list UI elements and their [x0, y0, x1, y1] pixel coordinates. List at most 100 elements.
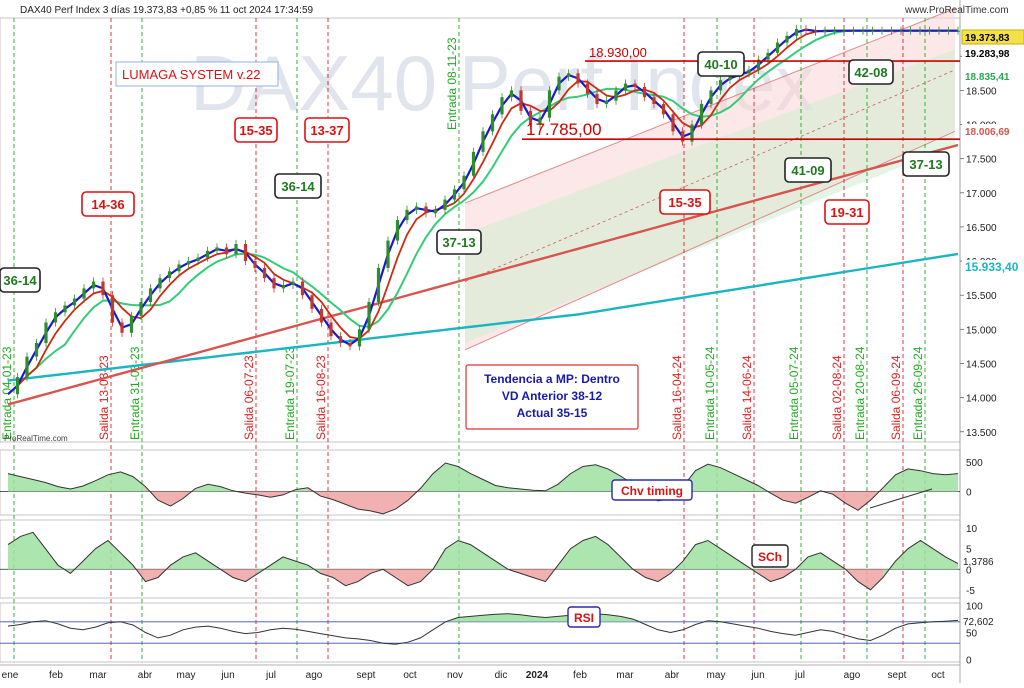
sch-area-segment	[658, 569, 671, 582]
y-tick-label: 15.500	[966, 291, 997, 302]
sch-area-segment	[183, 552, 196, 570]
chv-area-segment	[508, 487, 521, 492]
candle-body	[53, 312, 58, 323]
y-tick-label: 15.000	[966, 325, 997, 336]
chv-area-segment	[170, 491, 183, 507]
sch-area-segment	[520, 569, 533, 578]
candle-body	[224, 247, 229, 255]
chv-area-segment	[783, 491, 796, 504]
sch-area-segment	[295, 561, 308, 570]
x-tick-label: mar	[89, 670, 107, 681]
vline-label: Salida 06-07-23	[242, 355, 256, 440]
sch-area-segment	[758, 569, 771, 582]
chv-area-segment	[345, 491, 358, 510]
rsi-overbought-area	[470, 615, 483, 622]
sch-area-segment	[358, 569, 371, 582]
score-box-text: 41-09	[791, 163, 824, 178]
candle-body	[357, 329, 362, 347]
chv-trend-line	[869, 488, 933, 509]
candle-body	[509, 90, 514, 98]
candle-body	[899, 30, 903, 32]
x-tick-label: mar	[616, 670, 634, 681]
sch-area-segment	[858, 569, 871, 590]
chv-area-segment	[708, 464, 721, 492]
candle-body	[471, 151, 476, 176]
x-tick-label: sept	[357, 670, 376, 681]
candle-body	[329, 322, 333, 337]
sch-area-segment	[945, 556, 958, 570]
sch-tick-label: -5	[966, 586, 975, 597]
candle-body	[842, 30, 846, 32]
candle-body	[386, 240, 390, 268]
sch-area-segment	[483, 552, 496, 570]
candle-body	[158, 278, 162, 289]
sch-area-segment	[270, 556, 283, 570]
candle-body	[585, 83, 590, 94]
candle-body	[177, 264, 181, 272]
candle-body	[310, 295, 314, 309]
chv-area-segment	[433, 463, 446, 492]
vline-label: Entrada 04-01-23	[0, 346, 14, 440]
candle-body	[956, 30, 960, 32]
trend-line-1: Tendencia a MP: Dentro	[484, 372, 620, 386]
candle-body	[414, 206, 419, 210]
chv-area-segment	[320, 491, 333, 500]
candle-body	[851, 30, 856, 32]
y-tick-label: 16.500	[966, 223, 997, 234]
rsi-overbought-area	[508, 613, 521, 622]
y-tick-label: 14.500	[966, 359, 997, 370]
rsi-line	[7, 613, 959, 645]
channel-top-line	[464, 7, 956, 204]
chv-area-segment	[370, 491, 383, 514]
score-box-text: 37-13	[442, 235, 475, 250]
candle-body	[110, 295, 115, 323]
price-badge-label: 15.933,40	[965, 260, 1019, 274]
score-box-red: 15-35	[234, 117, 278, 143]
chv-area-segment	[933, 473, 946, 492]
candle-body	[15, 377, 20, 395]
score-box-frame	[81, 191, 135, 217]
score-box-frame	[304, 117, 350, 143]
sch-area-segment	[595, 536, 608, 570]
chv-area-segment	[895, 468, 908, 492]
sch-area-segment	[583, 536, 596, 570]
candle-body	[25, 356, 29, 378]
x-tick-label: ago	[306, 670, 323, 681]
chv-area-segment	[483, 479, 496, 492]
sch-area-segment	[708, 540, 721, 570]
chv-area-segment	[495, 485, 508, 492]
score-box-frame	[234, 117, 278, 143]
candle-body	[243, 243, 248, 262]
score-box-frame	[0, 267, 41, 293]
candle-body	[557, 76, 561, 91]
price-badge-label: 18.835,41	[965, 72, 1010, 83]
chv-area-segment	[70, 486, 83, 492]
rsi-label: RSI	[567, 606, 601, 628]
lumaga-label: LUMAGA SYSTEM v.22	[115, 61, 279, 87]
candle-body	[281, 284, 286, 289]
candle-body	[500, 97, 504, 115]
sch-area-segment	[920, 540, 933, 570]
sch-area-segment	[245, 569, 258, 582]
ma-green-line	[7, 29, 958, 395]
sch-area-segment	[933, 548, 946, 570]
sch-area-segment	[83, 548, 96, 570]
x-tick-label: may	[707, 670, 726, 681]
score-box-frame	[274, 173, 322, 199]
sch-area-segment	[733, 556, 746, 570]
channel-mid-line	[464, 69, 956, 282]
price-badge-label: 19.283,98	[965, 49, 1010, 60]
chv-area-segment	[883, 474, 896, 492]
candle-body	[566, 73, 571, 77]
score-box-frame	[784, 157, 832, 183]
chv-area-segment	[695, 464, 708, 492]
candle-body	[756, 59, 761, 70]
score-box-text: 13-37	[310, 123, 343, 138]
chv-line	[7, 462, 959, 515]
candle-body	[253, 261, 257, 268]
rsi-overbought-area	[620, 616, 633, 622]
candle-body	[490, 114, 495, 132]
rsi-overbought-area	[608, 614, 621, 622]
candle-body	[699, 104, 704, 125]
sch-area-segment	[33, 532, 46, 570]
